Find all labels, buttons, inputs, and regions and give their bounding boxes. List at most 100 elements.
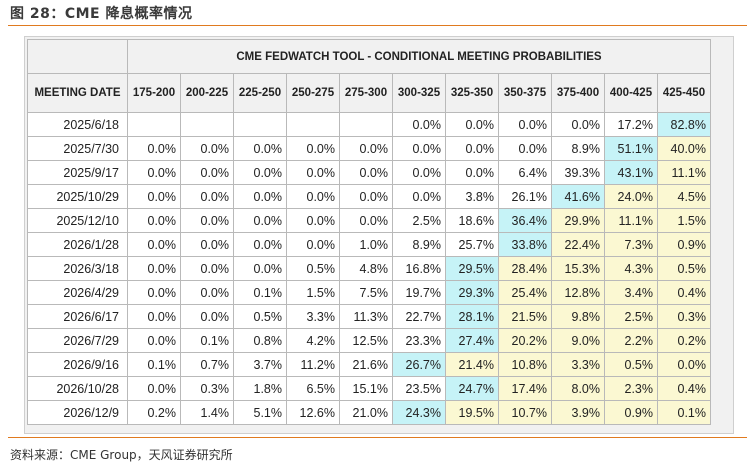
probability-cell: 29.3% <box>445 280 499 305</box>
header-row: MEETING DATE 175-200 200-225 225-250 250… <box>27 73 711 113</box>
meeting-date-cell: 2026/7/29 <box>27 328 128 353</box>
meeting-date-cell: 2025/10/29 <box>27 184 128 209</box>
probability-cell: 2.2% <box>604 328 658 353</box>
range-header: 175-200 <box>127 73 181 113</box>
meeting-date-header: MEETING DATE <box>27 73 128 113</box>
probability-cell: 24.0% <box>604 184 658 209</box>
probability-cell: 23.3% <box>392 328 446 353</box>
probability-cell: 1.4% <box>180 400 234 425</box>
probability-cell: 0.0% <box>180 184 234 209</box>
probability-cell: 0.1% <box>127 352 181 377</box>
probability-cell: 0.0% <box>286 232 340 257</box>
range-header: 350-375 <box>498 73 552 113</box>
probability-cell: 2.5% <box>604 304 658 329</box>
probability-cell: 0.0% <box>286 208 340 233</box>
probability-cell: 0.0% <box>445 136 499 161</box>
probability-cell: 0.0% <box>180 232 234 257</box>
range-header: 225-250 <box>233 73 287 113</box>
probability-cell: 0.5% <box>604 352 658 377</box>
range-header: 400-425 <box>604 73 658 113</box>
probability-cell: 4.2% <box>286 328 340 353</box>
probability-cell: 16.8% <box>392 256 446 281</box>
probability-cell: 0.0% <box>392 184 446 209</box>
probability-cell: 9.8% <box>551 304 605 329</box>
probability-cell: 19.7% <box>392 280 446 305</box>
probability-cell: 82.8% <box>657 112 711 137</box>
probability-cell: 0.4% <box>657 280 711 305</box>
probability-cell: 0.0% <box>339 160 393 185</box>
probability-cell: 11.2% <box>286 352 340 377</box>
table-row: 2025/12/10 0.0% 0.0% 0.0% 0.0% 0.0% 2.5% 18.6% 3… <box>27 208 711 233</box>
meeting-date-cell: 2026/1/28 <box>27 232 128 257</box>
probability-cell: 0.0% <box>127 160 181 185</box>
probability-cell: 0.0% <box>286 160 340 185</box>
probability-cell: 0.0% <box>392 160 446 185</box>
probability-cell: 22.4% <box>551 232 605 257</box>
range-header: 425-450 <box>657 73 711 113</box>
probability-cell: 26.1% <box>498 184 552 209</box>
probability-cell: 3.3% <box>286 304 340 329</box>
probability-cell: 0.0% <box>180 160 234 185</box>
probability-cell: 0.0% <box>233 160 287 185</box>
probability-cell <box>180 112 234 137</box>
probability-cell: 10.8% <box>498 352 552 377</box>
probability-cell: 21.0% <box>339 400 393 425</box>
meeting-date-cell: 2025/9/17 <box>27 160 128 185</box>
probability-cell: 2.3% <box>604 376 658 401</box>
source-note: 资料来源：CME Group，天风证券研究所 <box>10 448 233 462</box>
probability-cell: 3.3% <box>551 352 605 377</box>
probability-cell <box>286 112 340 137</box>
probability-cell: 0.5% <box>233 304 287 329</box>
range-header: 375-400 <box>551 73 605 113</box>
probability-cell: 0.5% <box>286 256 340 281</box>
range-header: 300-325 <box>392 73 446 113</box>
probability-cell: 0.0% <box>127 184 181 209</box>
probability-cell: 11.3% <box>339 304 393 329</box>
probability-cell: 0.0% <box>551 112 605 137</box>
probability-cell: 0.0% <box>498 136 552 161</box>
range-header: 200-225 <box>180 73 234 113</box>
probability-cell: 1.5% <box>286 280 340 305</box>
probability-cell: 15.1% <box>339 376 393 401</box>
probability-cell: 11.1% <box>657 160 711 185</box>
probability-cell: 0.0% <box>127 232 181 257</box>
probability-cell: 3.9% <box>551 400 605 425</box>
probability-cell: 0.0% <box>233 136 287 161</box>
probability-cell: 0.0% <box>233 256 287 281</box>
probability-cell: 12.5% <box>339 328 393 353</box>
meeting-date-cell: 2025/6/18 <box>27 112 128 137</box>
probability-cell: 0.0% <box>445 112 499 137</box>
probability-cell: 0.9% <box>604 400 658 425</box>
probability-cell: 28.4% <box>498 256 552 281</box>
probability-cell: 25.7% <box>445 232 499 257</box>
probability-cell: 6.5% <box>286 376 340 401</box>
probability-cell: 8.9% <box>551 136 605 161</box>
probability-cell: 1.5% <box>657 208 711 233</box>
table-body: 2025/6/18 0.0% 0.0% 0.0% 0.0% 17.2% 82.8% 2025/… <box>27 112 711 425</box>
probability-cell: 36.4% <box>498 208 552 233</box>
table-row: 2026/6/17 0.0% 0.0% 0.5% 3.3% 11.3% 22.7% 28.1%… <box>27 304 711 329</box>
probability-cell: 0.0% <box>657 352 711 377</box>
probability-table: CME FEDWATCH TOOL - CONDITIONAL MEETING … <box>27 39 711 425</box>
probability-cell: 0.0% <box>127 328 181 353</box>
probability-cell: 1.0% <box>339 232 393 257</box>
probability-cell: 0.0% <box>127 136 181 161</box>
table-row: 2026/4/29 0.0% 0.0% 0.1% 1.5% 7.5% 19.7% 29.3% 2… <box>27 280 711 305</box>
probability-cell: 39.3% <box>551 160 605 185</box>
probability-cell: 0.0% <box>127 280 181 305</box>
table-row: 2026/10/28 0.0% 0.3% 1.8% 6.5% 15.1% 23.5% 24.7… <box>27 376 711 401</box>
probability-cell: 0.0% <box>392 136 446 161</box>
probability-cell <box>233 112 287 137</box>
probability-cell: 0.0% <box>180 208 234 233</box>
bottom-rule <box>8 437 747 438</box>
probability-cell: 0.0% <box>127 376 181 401</box>
probability-cell: 0.2% <box>127 400 181 425</box>
probability-cell: 23.5% <box>392 376 446 401</box>
probability-cell: 0.0% <box>498 112 552 137</box>
probability-cell: 0.0% <box>339 184 393 209</box>
probability-cell: 29.9% <box>551 208 605 233</box>
probability-cell: 0.0% <box>233 208 287 233</box>
probability-cell: 0.0% <box>339 136 393 161</box>
table-row: 2025/6/18 0.0% 0.0% 0.0% 0.0% 17.2% 82.8% <box>27 112 711 137</box>
probability-cell: 0.0% <box>180 280 234 305</box>
